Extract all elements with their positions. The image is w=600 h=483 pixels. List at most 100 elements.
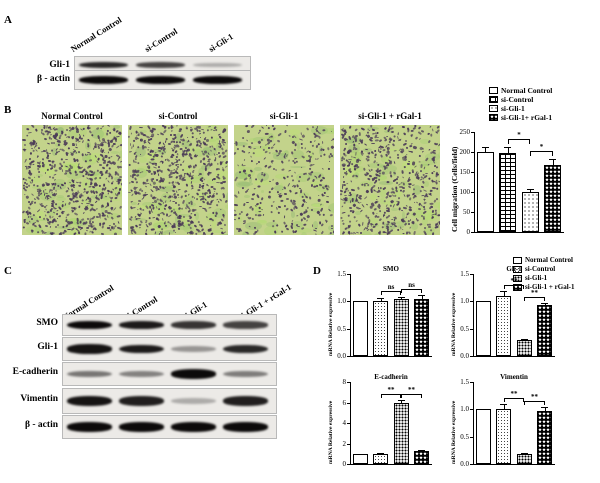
migrated-cell [387,155,392,159]
migrated-cell [430,133,433,137]
migrated-cell [98,176,102,180]
migration-image-title: Normal Control [41,111,103,121]
migrated-cell [53,182,57,186]
migrated-cell [268,152,271,154]
migrated-cell [325,200,330,204]
migrated-cell [242,145,245,147]
migrated-cell [169,199,172,202]
migrated-cell [191,135,194,138]
migrated-cell [50,138,53,141]
migrated-cell [298,175,302,178]
migrated-cell [250,160,253,163]
legend-item: si-Control [489,95,552,104]
migrated-cell [401,229,404,231]
migrated-cell [78,167,81,170]
migrated-cell [403,132,407,136]
migrated-cell [271,146,275,150]
migrated-cell [26,127,30,131]
legend-swatch [513,256,522,264]
migrated-cell [377,186,380,189]
migrated-cell [350,231,353,235]
lane-header: si-Gli-1 [206,31,235,54]
migrated-cell [268,165,273,169]
migrated-cell [222,151,226,155]
migrated-cell [397,153,400,156]
migrated-cell [324,184,328,188]
y-tick [471,192,474,193]
migrated-cell [315,176,318,179]
error-cap [418,449,426,451]
migrated-cell [378,217,383,222]
panel-d-label: D [313,265,321,277]
migrated-cell [30,192,34,196]
legend-label: si-Gli-1+ rGal-1 [501,112,553,122]
bar [393,299,409,356]
migrated-cell [30,180,33,184]
migrated-cell [287,175,289,178]
y-tick [347,464,350,465]
migrated-cell [284,129,287,134]
error-bar [485,147,487,152]
migrated-cell [135,180,138,183]
y-tick-label: 0.5 [337,324,346,333]
migrated-cell [269,180,272,182]
migrated-cell [23,148,27,150]
migrated-cell [423,189,427,192]
migrated-cell [320,223,324,227]
migrated-cell [28,171,33,177]
migrated-cell [436,213,440,217]
migrated-cell [53,178,56,181]
migrated-cell [90,207,94,211]
migrated-cell [371,143,376,145]
migrated-cell [192,165,196,169]
migrated-cell [237,190,240,195]
migrated-cell [261,126,265,129]
migrated-cell [200,136,202,139]
migrated-cell [373,153,377,157]
migrated-cell [311,145,314,148]
migrated-cell [317,198,321,202]
migrated-cell [247,188,250,191]
migrated-cell [66,213,70,217]
bar [516,454,532,464]
migrated-cell [216,162,218,164]
blot-band [67,396,112,406]
migrated-cell [146,225,149,228]
migrated-cell [111,175,114,179]
migrated-cell [55,170,58,172]
migrated-cell [296,214,299,217]
migrated-cell [254,177,258,181]
migrated-cell [222,154,227,158]
migrated-cell [148,146,150,149]
migrated-cell [402,232,405,235]
migrated-cell [74,211,79,216]
migrated-cell [421,130,425,133]
migrated-cell [218,154,222,159]
migrated-cell [430,171,435,176]
y-tick [347,443,350,445]
migrated-cell [254,213,258,216]
migrated-cell [431,128,434,132]
panel-d-chart-smo: 0.0 0.5 1.0 1.5 mRNA Relative expressive SMO n… [328,264,436,368]
migrated-cell [306,201,308,204]
migrated-cell [43,217,46,220]
migrated-cell [322,214,325,217]
migrated-cell [44,208,47,211]
migrated-cell [287,169,292,173]
migrated-cell [319,213,321,217]
migrated-cell [342,219,345,222]
migrated-cell [405,146,409,150]
legend-item: si-Gli-1 [513,274,574,282]
migrated-cell [159,132,164,137]
y-tick-label: 200 [459,148,471,156]
migrated-cell [54,207,57,210]
migrated-cell [375,212,378,215]
migrated-cell [365,189,369,194]
x-axis [350,464,432,465]
migrated-cell [31,163,35,166]
migrated-cell [108,131,111,135]
blot-strip [62,415,277,439]
y-tick-label: 4 [342,419,347,427]
migrated-cell [113,142,116,145]
migrated-cell [314,232,317,235]
